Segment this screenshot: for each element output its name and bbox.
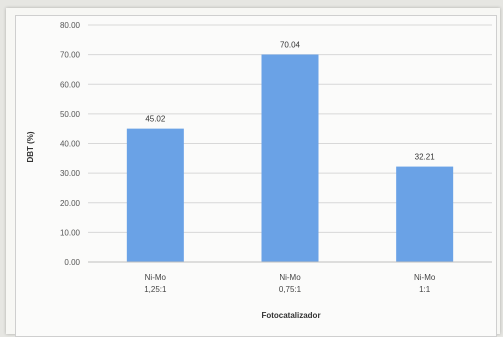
y-axis-title: DBT (%)	[26, 131, 35, 162]
x-tick-label: Ni-Mo 1,25:1	[144, 273, 167, 294]
bar	[396, 166, 454, 262]
bar-value-label: 45.02	[145, 115, 166, 124]
value-labels: 45.02 70.04 32.21	[145, 41, 435, 162]
bars	[126, 54, 454, 262]
x-tick-labels: Ni-Mo 1,25:1 Ni-Mo 0,75:1 Ni-Mo 1:1	[144, 273, 436, 294]
y-tick-label: 70.00	[60, 51, 81, 60]
bar	[126, 128, 184, 262]
x-axis-title: Fotocatalizador	[261, 311, 320, 320]
y-tick-label: 50.00	[60, 110, 81, 119]
y-tick-label: 0.00	[64, 258, 80, 267]
y-tick-label: 40.00	[60, 140, 81, 149]
bar	[261, 54, 319, 262]
y-tick-label: 20.00	[60, 199, 81, 208]
x-tick-label: Ni-Mo 0,75:1	[279, 273, 302, 294]
y-tick-labels: 0.00 10.00 20.00 30.00 40.00 50.00 60.00 70.00 8…	[60, 21, 81, 267]
bar-value-label: 70.04	[280, 41, 301, 50]
y-tick-label: 10.00	[60, 228, 81, 237]
y-tick-label: 60.00	[60, 80, 81, 89]
bar-value-label: 32.21	[415, 153, 436, 162]
y-tick-label: 30.00	[60, 169, 81, 178]
y-tick-label: 80.00	[60, 21, 81, 30]
x-tick-label: Ni-Mo 1:1	[414, 273, 436, 294]
